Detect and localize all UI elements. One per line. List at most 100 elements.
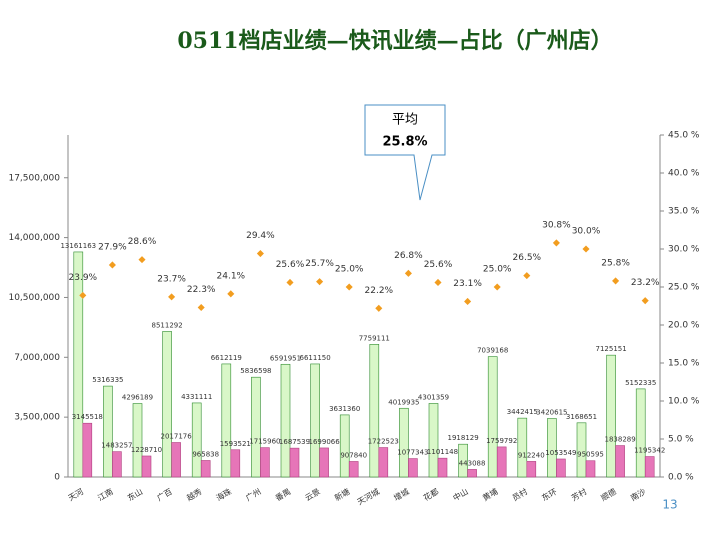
bar — [556, 458, 566, 478]
bar — [339, 414, 350, 478]
y-tick-label: 3,500,000 — [14, 413, 60, 423]
y-tick-label: 10,500,000 — [8, 293, 60, 303]
point — [523, 272, 531, 280]
bar — [289, 447, 300, 478]
point — [79, 291, 87, 299]
point — [434, 278, 442, 286]
x-tick-label: 花都 — [421, 486, 440, 503]
callout — [364, 104, 446, 201]
bar — [487, 356, 498, 478]
bar-value-label: 1483257 — [101, 442, 132, 450]
bar — [230, 449, 241, 478]
bar — [635, 388, 646, 478]
x-tick-label: 东环 — [540, 486, 559, 503]
x-tick-label: 广百 — [155, 486, 174, 503]
chart-title: 0511档店业绩—快讯业绩—占比（广州店） — [177, 28, 612, 54]
point-value-label: 25.8% — [601, 258, 630, 268]
x-tick-label: 天河城 — [355, 486, 381, 507]
bar-value-label: 7039168 — [477, 347, 508, 355]
bar-value-label: 1759792 — [486, 437, 517, 445]
bar — [348, 461, 359, 478]
point-value-label: 24.1% — [217, 271, 246, 281]
bar-value-label: 4331111 — [181, 393, 212, 401]
x-tick-label: 海珠 — [214, 486, 233, 503]
bar-value-label: 1699066 — [309, 438, 341, 446]
bar-value-label: 8511292 — [152, 321, 183, 329]
bar-value-label: 1053549 — [545, 449, 576, 457]
x-tick-label: 员村 — [510, 486, 529, 503]
point — [552, 239, 560, 247]
bar — [171, 442, 181, 478]
x-tick-label: 越秀 — [185, 486, 204, 503]
point — [108, 261, 116, 269]
bar — [141, 455, 152, 478]
x-tick-label: 黄埔 — [481, 486, 500, 503]
bar-value-label: 1715960 — [249, 438, 280, 446]
y2-tick-label: 45.0 % — [668, 131, 700, 141]
bar — [82, 422, 93, 478]
bar — [221, 363, 232, 478]
bar — [369, 344, 380, 478]
bar — [606, 354, 616, 478]
point-value-label: 30.8% — [542, 220, 571, 230]
point — [375, 304, 383, 312]
bar — [378, 447, 389, 478]
point-value-label: 30.0% — [572, 227, 601, 237]
bar-value-label: 3145518 — [72, 413, 103, 421]
x-tick-label: 江南 — [96, 486, 115, 503]
bar — [200, 460, 211, 478]
bar-value-label: 1101148 — [427, 448, 458, 456]
point — [316, 278, 324, 286]
bar-value-label: 3420615 — [536, 409, 567, 417]
bar-value-label: 7759111 — [359, 334, 390, 342]
bar-value-label: 1722523 — [368, 438, 399, 446]
y-tick-label: 17,500,000 — [8, 173, 60, 183]
bar-value-label: 1838289 — [605, 436, 636, 444]
x-tick-label: 中山 — [451, 486, 470, 503]
point-value-label: 23.1% — [453, 279, 482, 289]
bar — [319, 447, 329, 478]
point — [641, 297, 649, 305]
bar-value-label: 1593521 — [220, 440, 251, 448]
point — [582, 245, 590, 253]
point-value-label: 25.6% — [276, 260, 305, 270]
bar-value-label: 4296189 — [122, 394, 153, 402]
bar — [547, 418, 557, 478]
y2-tick-label: 10.0 % — [668, 397, 700, 407]
x-tick-label: 东山 — [125, 486, 144, 503]
y2-tick-label: 25.0 % — [668, 283, 700, 293]
y2-tick-label: 5.0 % — [668, 435, 694, 445]
x-tick-label: 天河 — [66, 486, 85, 503]
point — [138, 256, 146, 264]
y-tick-label: 7,000,000 — [14, 353, 60, 363]
point-value-label: 25.0% — [335, 265, 364, 275]
bar-value-label: 3442415 — [507, 408, 538, 416]
bar-value-label: 965838 — [192, 450, 219, 458]
point-value-label: 22.3% — [187, 285, 216, 295]
bar-value-label: 950595 — [577, 451, 604, 459]
point-value-label: 25.0% — [483, 265, 512, 275]
bar-value-label: 13161163 — [60, 242, 96, 250]
bar — [458, 443, 468, 478]
y2-tick-label: 20.0 % — [668, 321, 700, 331]
callout-value: 25.8% — [382, 135, 427, 150]
y2-tick-label: 0.0 % — [668, 473, 694, 483]
bar-value-label: 6612119 — [211, 354, 242, 362]
bar-value-label: 1077343 — [397, 449, 428, 457]
bar — [615, 445, 625, 478]
bar — [408, 458, 418, 478]
point-value-label: 26.5% — [513, 253, 542, 263]
callout-label: 平均 — [392, 113, 418, 128]
x-tick-label: 增城 — [392, 486, 411, 503]
point-value-label: 25.6% — [424, 260, 453, 270]
bar-value-label: 907840 — [340, 451, 367, 459]
bar-value-label: 3168651 — [566, 413, 597, 421]
bar — [310, 363, 320, 478]
point-value-label: 25.7% — [305, 259, 334, 269]
bar — [280, 363, 291, 478]
point-value-label: 23.7% — [157, 274, 186, 284]
point — [464, 297, 472, 305]
bar-value-label: 1687539 — [279, 438, 310, 446]
y2-tick-label: 35.0 % — [668, 207, 700, 217]
